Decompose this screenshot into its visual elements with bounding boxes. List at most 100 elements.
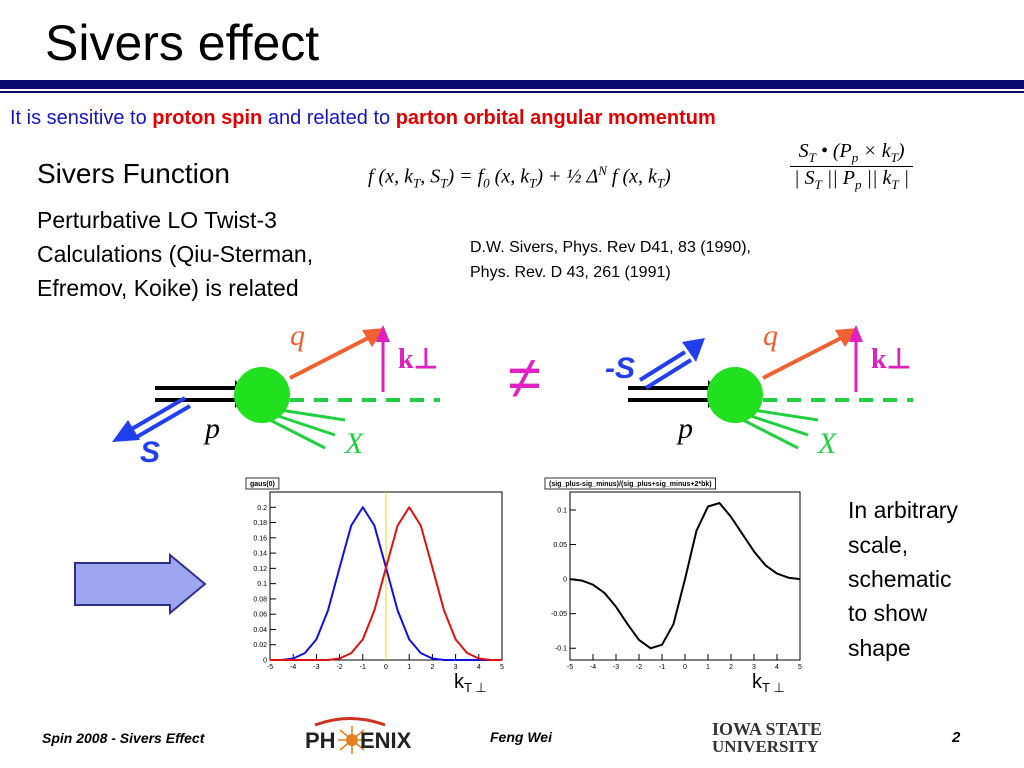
y-tick-label: 0.16	[253, 535, 267, 542]
not-equal: ≠	[508, 344, 541, 411]
title: Sivers effect	[45, 15, 319, 71]
formula-part: , S	[420, 165, 441, 188]
side-note: shape	[848, 635, 911, 661]
label-q: q	[763, 319, 778, 352]
y-tick-label: -0.1	[555, 646, 567, 653]
formula-part: × k	[858, 140, 891, 162]
formula-part: N	[598, 163, 607, 178]
x-tick-label: 4	[775, 664, 779, 671]
x-tick-label: 5	[798, 664, 802, 671]
formula-part: S	[798, 140, 809, 162]
label-minus-s: -S	[605, 352, 635, 385]
x-tick-label: 2	[729, 664, 733, 671]
formula-part: T	[814, 177, 822, 192]
formula-part: T	[529, 175, 537, 191]
x-tick-label: -3	[613, 664, 619, 671]
curve	[270, 506, 502, 661]
x-tick-label: -5	[567, 664, 573, 671]
subtitle-part: and related to	[262, 107, 395, 129]
label-p: p	[676, 412, 693, 445]
univ-line: IOWA STATE	[712, 719, 822, 739]
y-tick-label: 0.12	[253, 566, 267, 573]
x-tick-label: 2	[430, 664, 434, 671]
footer-author: Feng Wei	[490, 729, 553, 745]
x-tick-label: 0	[384, 664, 388, 671]
plots: gaus(0) 0 0.02 0.04 0.06 0.08 0.1 0.12 0.14 0.16 0…	[245, 477, 802, 695]
formula-part: p	[854, 177, 862, 192]
section-line: Calculations (Qiu-Sterman,	[37, 241, 313, 267]
formula-lhs: f (x, kT, ST) = f0 (x, kT) + ½ ΔN f (x, …	[368, 163, 671, 192]
formula-part: )	[897, 140, 905, 162]
page-number: 2	[951, 729, 961, 746]
formula-part: ) = f	[447, 165, 484, 188]
side-note: schematic	[848, 566, 952, 592]
section-heading: Sivers Function	[37, 158, 230, 189]
univ-line: UNIVERSITY	[712, 737, 819, 756]
title-rule	[0, 80, 1024, 89]
y-tick-label: 0	[263, 658, 267, 665]
label-q: q	[290, 319, 305, 352]
label-p: p	[203, 412, 220, 445]
diagram-right: q k⊥ p -S X	[605, 319, 913, 460]
subtitle-emph: parton orbital angular momentum	[396, 107, 716, 129]
x-tick-label: 3	[454, 664, 458, 671]
x-tick-label: -2	[636, 664, 642, 671]
formula-part: p	[851, 150, 859, 165]
y-tick-label: 0	[563, 577, 567, 584]
plot-title: (sig_plus-sig_minus)/(sig_plus+sig_minus…	[549, 481, 712, 488]
footer-left: Spin 2008 - Sivers Effect	[42, 730, 206, 746]
formula-part: || k	[861, 167, 892, 189]
x-tick-label: 1	[706, 664, 710, 671]
x-axis-label-sub: T ⊥	[762, 680, 785, 695]
x-tick-label: -4	[290, 664, 296, 671]
x-tick-label: 1	[407, 664, 411, 671]
formula-part: |	[898, 167, 910, 189]
formula-part: • (P	[815, 140, 852, 162]
side-note: to show	[848, 600, 928, 626]
x-tick-label: -1	[360, 664, 366, 671]
formula-part: T	[412, 175, 421, 191]
label-k: k⊥	[398, 344, 438, 375]
block-arrow	[74, 552, 207, 616]
x-tick-label: 3	[752, 664, 756, 671]
section-line: Efremov, Koike) is related	[37, 275, 299, 301]
x-tick-label: -4	[590, 664, 596, 671]
formula-part: T	[891, 177, 899, 192]
y-tick-label: 0.14	[253, 551, 267, 558]
label-k: k⊥	[871, 344, 911, 375]
x-axis-label: kT ⊥	[454, 671, 487, 695]
side-note: In arbitrary	[848, 497, 958, 523]
y-tick-label: 0.2	[257, 505, 267, 512]
formula-part: T	[656, 175, 665, 191]
formula-part: 0	[483, 175, 490, 191]
reference: Phys. Rev. D 43, 261 (1991)	[470, 264, 671, 281]
y-tick-label: -0.05	[551, 611, 567, 618]
plot-title-box	[544, 477, 717, 490]
x-axis-label-base: k	[752, 671, 763, 693]
x-tick-label: -5	[267, 664, 273, 671]
formula-part: f (x, k	[368, 165, 413, 188]
formula-part: T	[440, 175, 448, 191]
y-tick-label: 0.06	[253, 612, 267, 619]
x-axis-label-base: k	[454, 671, 465, 693]
formula-part: T	[890, 150, 898, 165]
label-x: X	[344, 427, 365, 460]
y-tick-label: 0.1	[557, 507, 567, 514]
x-tick-label: -3	[313, 664, 319, 671]
diagram-left: q k⊥ p S X	[112, 319, 440, 469]
y-tick-label: 0.08	[253, 596, 267, 603]
x-tick-label: -2	[336, 664, 342, 671]
x-axis-label-sub: T ⊥	[464, 680, 487, 695]
x-axis-label: kT ⊥	[752, 671, 785, 695]
plot-title: gaus(0)	[250, 481, 275, 488]
formula-part: | S	[794, 167, 815, 189]
y-tick-label: 0.02	[253, 642, 267, 649]
logo-text: ENIX	[360, 728, 412, 753]
formula-fraction: ST • (Pp × kT) | ST || Pp || kT |	[790, 140, 914, 193]
logo-text: PH	[305, 728, 336, 753]
y-tick-label: 0.04	[253, 627, 267, 634]
label-s: S	[140, 436, 160, 469]
x-tick-label: -1	[659, 664, 665, 671]
subtitle: It is sensitive to proton spin and relat…	[10, 107, 716, 129]
